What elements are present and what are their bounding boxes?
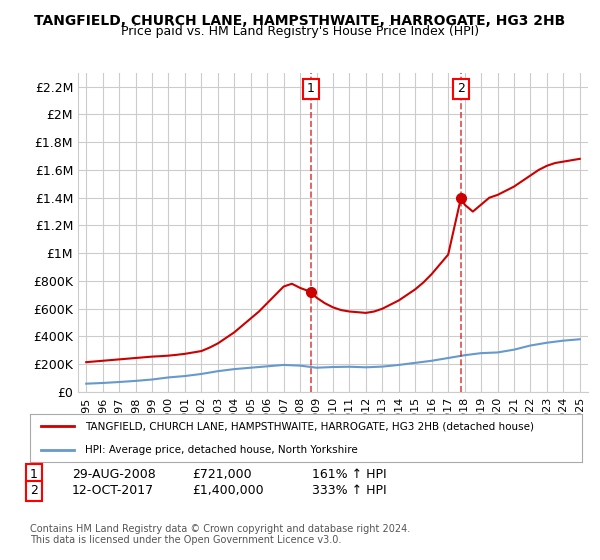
Text: 2: 2 <box>30 484 38 497</box>
Text: 1: 1 <box>30 468 38 480</box>
Text: £721,000: £721,000 <box>192 468 251 480</box>
Text: HPI: Average price, detached house, North Yorkshire: HPI: Average price, detached house, Nort… <box>85 445 358 455</box>
Text: TANGFIELD, CHURCH LANE, HAMPSTHWAITE, HARROGATE, HG3 2HB (detached house): TANGFIELD, CHURCH LANE, HAMPSTHWAITE, HA… <box>85 421 534 431</box>
Text: £1,400,000: £1,400,000 <box>192 484 263 497</box>
Text: 29-AUG-2008: 29-AUG-2008 <box>72 468 156 480</box>
Text: 161% ↑ HPI: 161% ↑ HPI <box>312 468 386 480</box>
Text: TANGFIELD, CHURCH LANE, HAMPSTHWAITE, HARROGATE, HG3 2HB: TANGFIELD, CHURCH LANE, HAMPSTHWAITE, HA… <box>34 14 566 28</box>
Text: 1: 1 <box>307 82 315 95</box>
Text: 12-OCT-2017: 12-OCT-2017 <box>72 484 154 497</box>
Text: Contains HM Land Registry data © Crown copyright and database right 2024.
This d: Contains HM Land Registry data © Crown c… <box>30 524 410 545</box>
Text: Price paid vs. HM Land Registry's House Price Index (HPI): Price paid vs. HM Land Registry's House … <box>121 25 479 38</box>
Text: 333% ↑ HPI: 333% ↑ HPI <box>312 484 386 497</box>
Text: 2: 2 <box>457 82 465 95</box>
